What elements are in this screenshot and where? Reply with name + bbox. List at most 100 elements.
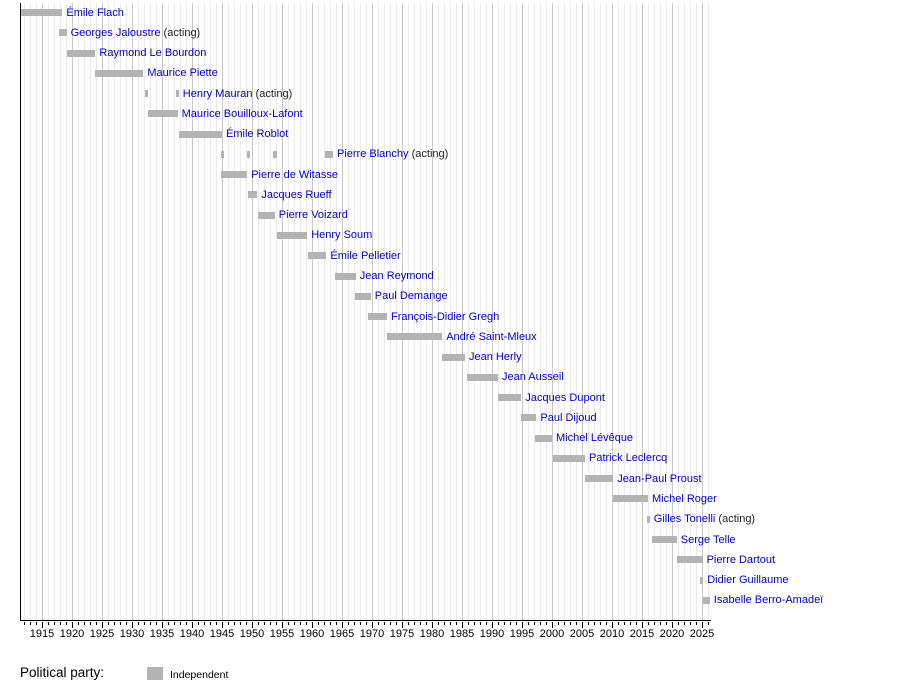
gridline: [174, 3, 175, 620]
axis-tick: [486, 621, 487, 625]
x-axis-line: [19, 619, 711, 622]
axis-tick: [216, 621, 217, 625]
minister-name-link[interactable]: Jean Reymond: [359, 270, 434, 282]
axis-tick: [234, 621, 235, 625]
minister-name-link[interactable]: Pierre Blanchy: [337, 148, 409, 161]
minister-row-label: Pierre Blanchy (acting): [337, 147, 448, 161]
axis-tick: [396, 621, 397, 625]
plot-area: Émile Flach Georges Jaloustre (acting) Ray…: [21, 3, 823, 620]
minister-name-link[interactable]: Henry Mauran: [182, 87, 253, 100]
minister-name-link[interactable]: Gilles Tonelli: [653, 513, 716, 526]
gridline: [582, 3, 583, 620]
gridline: [102, 3, 103, 620]
axis-tick: [678, 621, 679, 625]
axis-tick-label: 1925: [89, 627, 115, 640]
axis-tick-label: 1945: [209, 627, 235, 640]
gridline: [462, 3, 463, 620]
axis-tick: [432, 621, 433, 628]
gridline: [606, 3, 607, 620]
axis-tick: [240, 621, 241, 625]
axis-tick: [594, 621, 595, 625]
gridline: [198, 3, 199, 620]
axis-tick: [210, 621, 211, 625]
minister-name-link[interactable]: Jacques Dupont: [525, 391, 605, 404]
gridline: [426, 3, 427, 620]
axis-tick: [708, 621, 709, 625]
axis-tick: [360, 621, 361, 625]
minister-name-link[interactable]: André Saint-Mleux: [446, 330, 537, 343]
minister-name-link[interactable]: Serge Telle: [680, 533, 736, 546]
term-bar: [521, 414, 537, 422]
gridline: [336, 3, 337, 620]
minister-name-link[interactable]: Jacques Rueff: [261, 188, 332, 201]
term-bar: [59, 29, 67, 37]
minister-name-link[interactable]: Raymond Le Bourdon: [99, 47, 207, 60]
gridline: [636, 3, 637, 620]
gridline: [492, 3, 493, 620]
axis-tick: [300, 621, 301, 625]
axis-tick: [366, 621, 367, 625]
axis-tick: [288, 621, 289, 625]
minister-name-link[interactable]: Pierre Dartout: [706, 553, 776, 566]
minister-name-link[interactable]: Jean Ausseil: [502, 371, 564, 384]
term-bar: [700, 576, 704, 584]
minister-name-link[interactable]: Pierre de Witasse: [251, 168, 338, 181]
axis-tick: [156, 621, 157, 625]
minister-name-link[interactable]: Patrick Leclercq: [589, 452, 668, 465]
axis-tick: [114, 621, 115, 625]
axis-tick: [462, 621, 463, 628]
minister-name-link[interactable]: Maurice Bouilloux-Lafont: [181, 107, 303, 120]
axis-tick: [84, 621, 85, 625]
axis-tick: [378, 621, 379, 625]
axis-tick: [144, 621, 145, 625]
minister-row-label: André Saint-Mleux: [446, 330, 537, 344]
term-bar: [613, 495, 648, 503]
axis-tick-label: 1995: [509, 627, 535, 640]
gridline: [84, 3, 85, 620]
minister-name-link[interactable]: Isabelle Berro-Amadeï: [713, 594, 824, 607]
axis-tick: [408, 621, 409, 625]
axis-tick: [582, 621, 583, 628]
axis-tick: [474, 621, 475, 625]
gridline: [456, 3, 457, 620]
axis-tick: [120, 621, 121, 625]
axis-tick: [600, 621, 601, 625]
term-bar: [144, 90, 148, 98]
gridline: [348, 3, 349, 620]
term-bar: [307, 252, 327, 260]
minister-name-link[interactable]: Émile Pelletier: [330, 249, 401, 262]
minister-name-link[interactable]: Michel Lévêque: [556, 432, 634, 445]
minister-name-link[interactable]: Jean-Paul Proust: [617, 472, 702, 485]
axis-tick: [384, 621, 385, 625]
gridline: [672, 3, 673, 620]
axis-tick: [546, 621, 547, 625]
axis-tick-label: 2025: [689, 627, 715, 640]
gridline: [156, 3, 157, 620]
minister-name-link[interactable]: Georges Jaloustre: [70, 26, 161, 39]
gridline: [654, 3, 655, 620]
gridline: [468, 3, 469, 620]
minister-name-link[interactable]: Henry Soum: [311, 229, 373, 242]
minister-name-link[interactable]: Didier Guillaume: [707, 574, 789, 587]
axis-tick-label: 1965: [329, 627, 355, 640]
gridline: [240, 3, 241, 620]
gridline: [648, 3, 649, 620]
gridline: [30, 3, 31, 620]
minister-row-label: Georges Jaloustre (acting): [71, 26, 201, 40]
minister-name-link[interactable]: Maurice Piette: [147, 67, 218, 80]
minister-name-link[interactable]: Michel Roger: [652, 492, 717, 505]
minister-name-link[interactable]: Émile Flach: [66, 6, 124, 19]
minister-name-link[interactable]: François-Didier Gregh: [391, 310, 500, 323]
axis-tick: [312, 621, 313, 628]
gridline: [552, 3, 553, 620]
minister-name-link[interactable]: Jean Herly: [469, 351, 522, 364]
minister-row-label: Jacques Rueff: [261, 188, 331, 202]
minister-name-link[interactable]: Pierre Voizard: [278, 209, 348, 222]
axis-tick: [78, 621, 79, 625]
axis-tick-label: 2015: [629, 627, 655, 640]
gridline: [576, 3, 577, 620]
axis-tick: [648, 621, 649, 625]
minister-name-link[interactable]: Paul Demange: [374, 290, 448, 303]
minister-name-link[interactable]: Émile Roblot: [226, 128, 289, 141]
minister-name-link[interactable]: Paul Dijoud: [540, 411, 597, 424]
